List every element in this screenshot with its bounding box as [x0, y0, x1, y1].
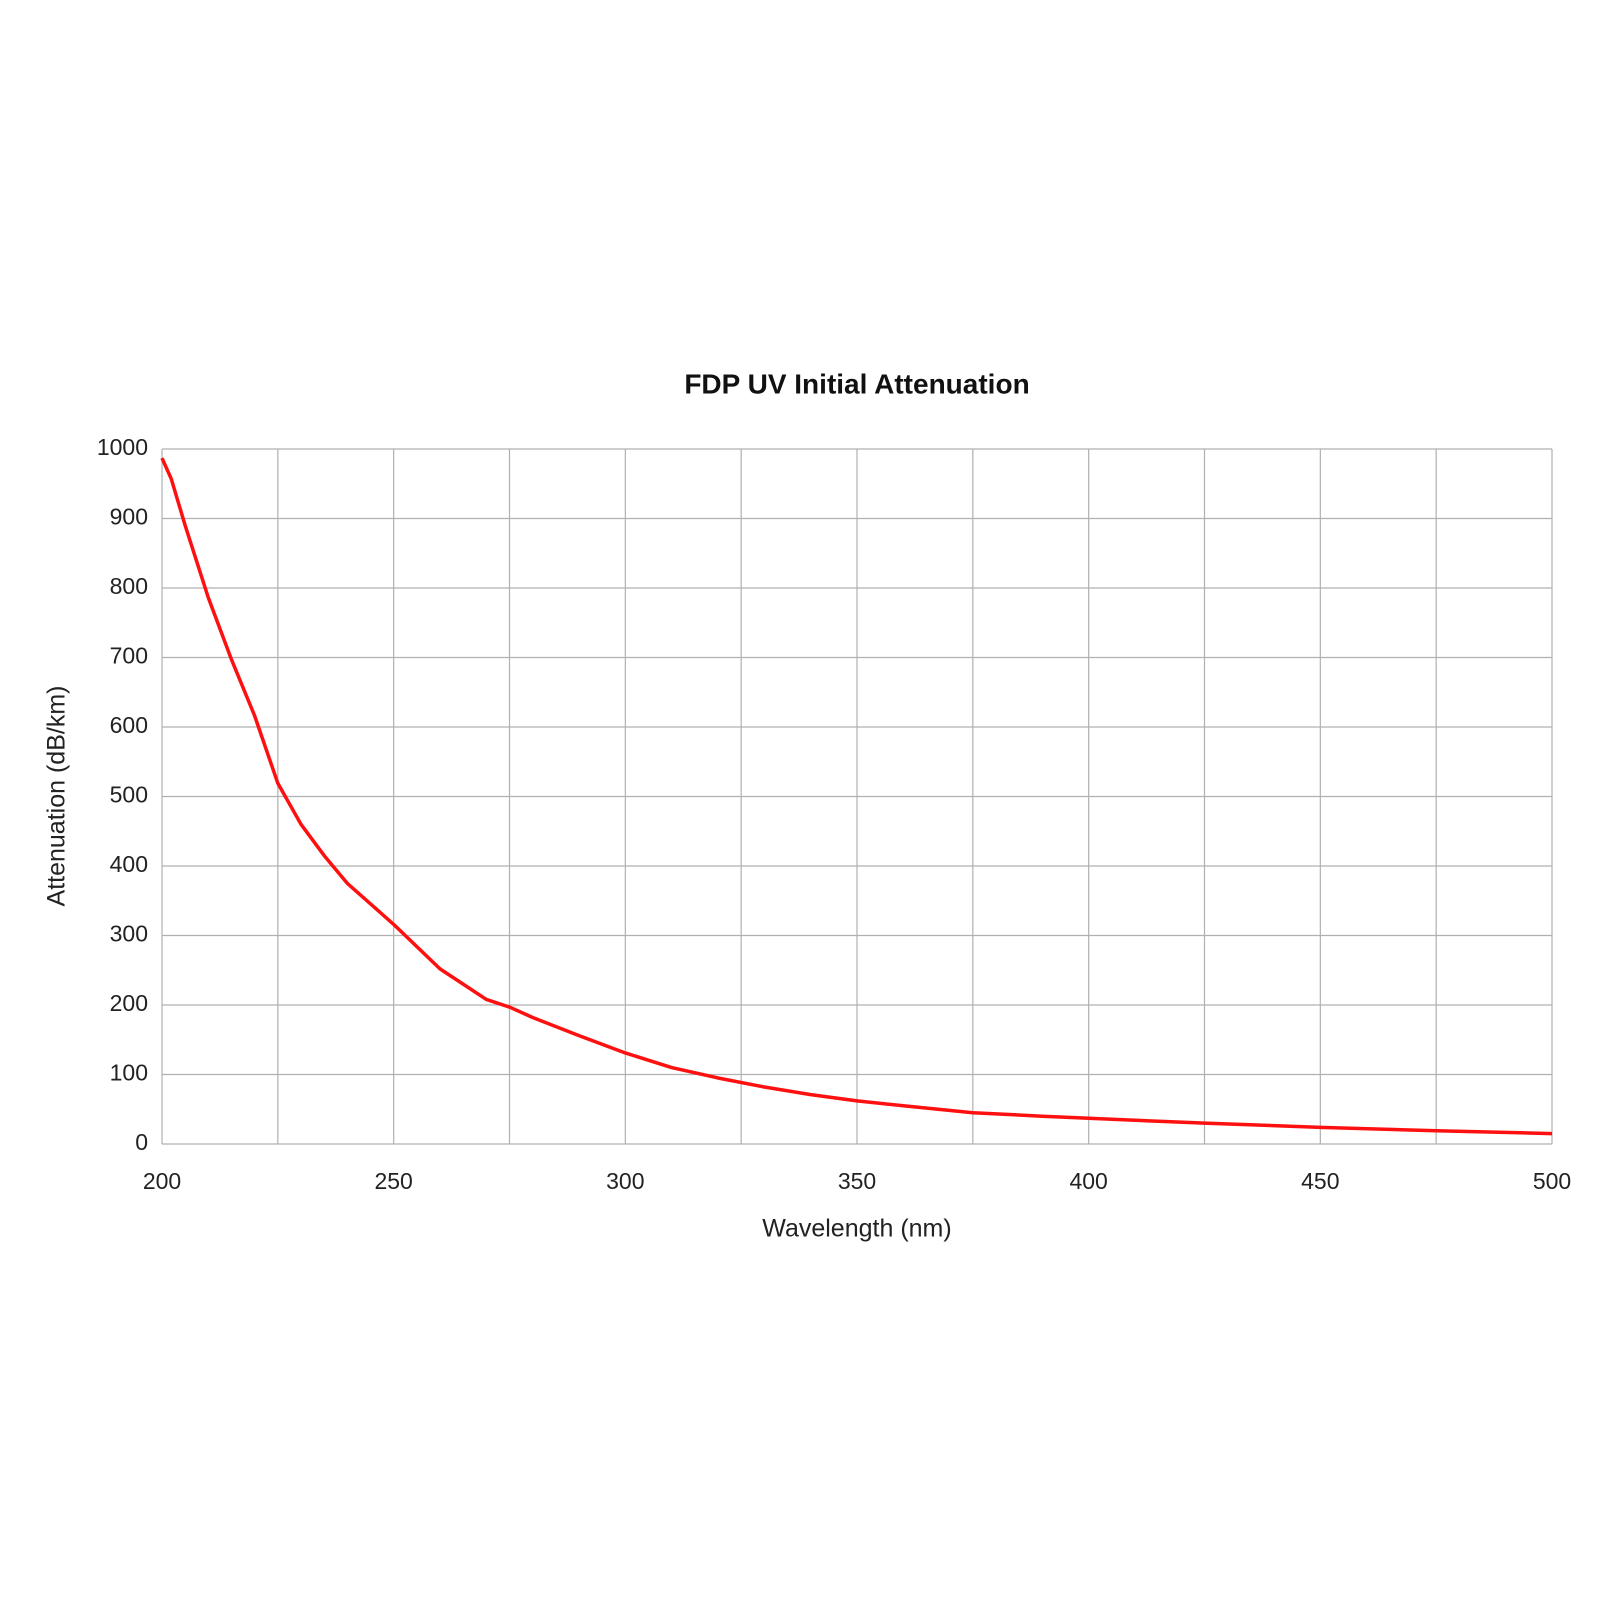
x-tick-label: 450 — [1301, 1168, 1339, 1194]
x-tick-label: 300 — [606, 1168, 644, 1194]
x-tick-label: 200 — [143, 1168, 181, 1194]
y-tick-label: 100 — [110, 1060, 148, 1086]
y-tick-label: 200 — [110, 990, 148, 1016]
y-tick-label: 700 — [110, 643, 148, 669]
x-tick-label: 250 — [374, 1168, 412, 1194]
y-tick-label: 500 — [110, 782, 148, 808]
y-tick-label: 600 — [110, 712, 148, 738]
chart-title: FDP UV Initial Attenuation — [684, 368, 1029, 399]
y-axis-label: Attenuation (dB/km) — [43, 686, 71, 907]
y-tick-label: 300 — [110, 921, 148, 947]
y-tick-label: 400 — [110, 851, 148, 877]
y-tick-label: 900 — [110, 504, 148, 530]
x-tick-label: 500 — [1533, 1168, 1571, 1194]
y-tick-label: 1000 — [97, 434, 148, 460]
y-tick-label: 800 — [110, 573, 148, 599]
x-axis-label: Wavelength (nm) — [762, 1215, 951, 1243]
y-tick-label: 0 — [135, 1129, 148, 1155]
x-tick-label: 400 — [1069, 1168, 1107, 1194]
data-line — [160, 457, 1553, 1136]
x-tick-label: 350 — [838, 1168, 876, 1194]
